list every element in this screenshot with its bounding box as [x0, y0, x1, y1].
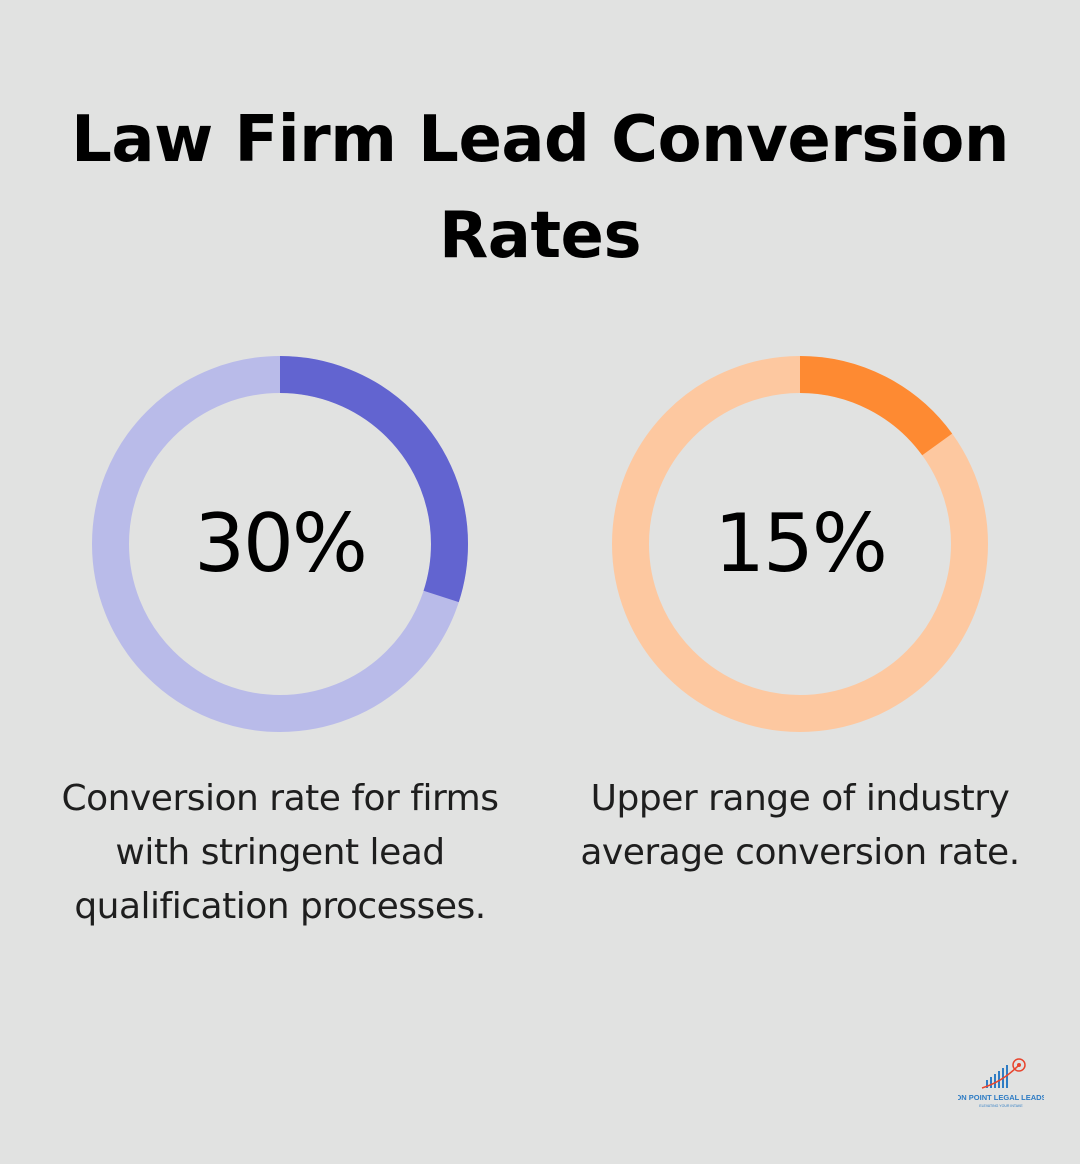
page-title: Law Firm Lead Conversion Rates	[71, 103, 1009, 273]
donut-value-label: 30%	[194, 497, 368, 590]
donut-caption: Upper range of industry average conversi…	[580, 778, 1020, 873]
donut-value-arc	[92, 356, 468, 732]
donut-ring	[612, 356, 988, 732]
donut-caption: Conversion rate for firms with stringent…	[61, 778, 499, 927]
bar-chart-target-icon: ON POINT LEGAL LEADS ELEVATING YOUR INTA…	[958, 1058, 1044, 1108]
logo-tagline: ELEVATING YOUR INTAKE	[979, 1104, 1023, 1108]
donut-chart-30: 30%	[92, 356, 468, 732]
logo-name: ON POINT LEGAL LEADS	[958, 1093, 1044, 1102]
donut-ring	[92, 356, 468, 732]
company-logo: ON POINT LEGAL LEADS ELEVATING YOUR INTA…	[958, 1052, 1044, 1112]
donut-value-arc	[612, 356, 988, 732]
donut-value-label: 15%	[714, 497, 888, 590]
donut-chart-15: 15%	[612, 356, 988, 732]
